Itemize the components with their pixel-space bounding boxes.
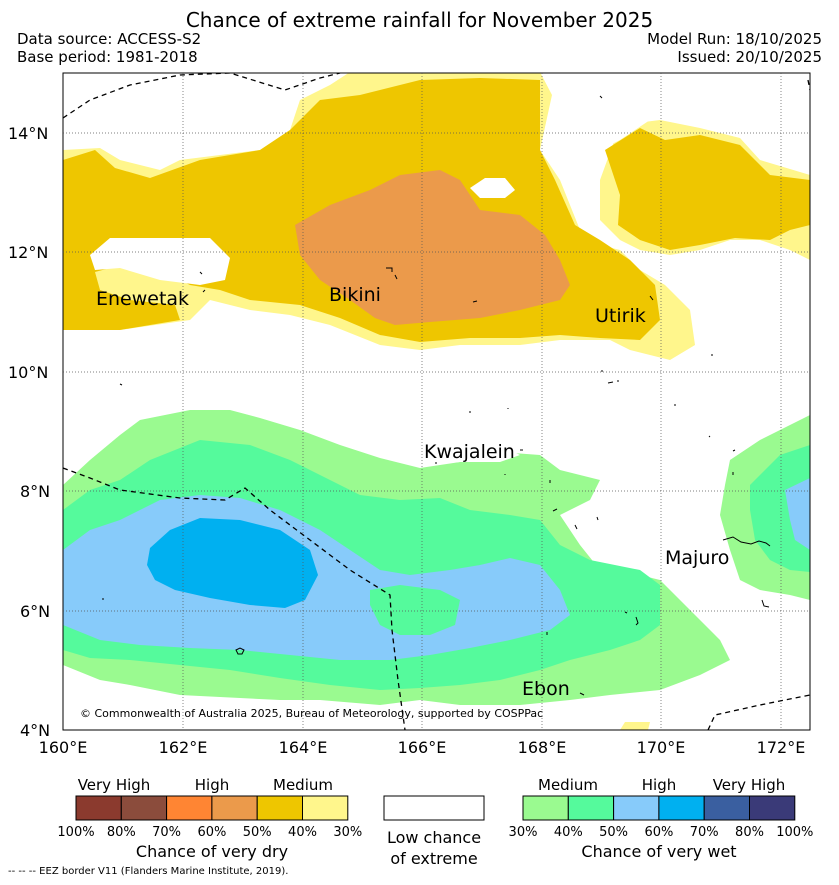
wet-tick-label: 80% [735,825,764,840]
dry-colorbar-swatch [211,795,258,821]
lat-label: 10°N [8,363,48,382]
dry-tick-label: 80% [107,825,136,840]
wet-tick-label: 70% [690,825,719,840]
low-chance-swatch [383,795,485,821]
lon-label: 170°E [637,738,686,757]
map-regions [63,73,810,730]
dry-header-very-high: Very High [78,776,151,794]
dry-medium-right [605,128,810,250]
dry-medium-bottom [620,722,650,730]
dry-colorbar-swatch [166,795,213,821]
lat-label: 12°N [8,243,48,262]
wet-colorbar [522,795,796,821]
place-majuro: Majuro [665,547,729,569]
lat-label: 4°N [20,721,50,740]
dry-tick-label: 100% [57,825,94,840]
model-run: Model Run: 18/10/2025 [647,30,822,48]
place-kwajalein: Kwajalein [424,441,515,463]
lon-label: 166°E [398,738,447,757]
wet-colorbar-swatch [658,795,705,821]
place-ebon: Ebon [522,678,570,700]
wet-tick-label: 60% [644,825,673,840]
low-chance-line2: of extreme [390,849,477,868]
issued-date: Issued: 20/10/2025 [677,48,822,66]
dry-colorbar-swatch [302,795,349,821]
low-chance-line1: Low chance [387,828,481,847]
wet-colorbar-swatch [703,795,751,821]
base-period: Base period: 1981-2018 [17,48,198,66]
dry-tick-label: 70% [152,825,181,840]
eez-borders [63,73,810,730]
wet-colorbar-swatch [749,795,796,821]
dry-header-high: High [195,776,229,794]
lat-label: 14°N [8,124,48,143]
dry-colorbar-swatch [120,795,168,821]
dry-header-medium: Medium [273,776,333,794]
wet-tick-labels: 30% 40% 50% 60% 70% 80% 100% [509,825,814,840]
legend-wet: Medium High Very High 30% 40% 50% 60% 70% 80%… [509,776,814,861]
wet-green-mid [370,585,460,635]
wet-high-60-right [785,478,810,550]
wet-high-50-right [750,445,810,572]
wet-very-high [147,518,318,608]
wet-header-very-high: Very High [713,776,786,794]
dry-high [295,170,570,325]
dry-legend-title: Chance of very dry [136,842,288,861]
low-patch-ne [585,95,650,150]
dry-colorbar-swatch [256,795,304,821]
lon-label: 162°E [159,738,208,757]
lat-label: 6°N [20,602,50,621]
place-utirik: Utirik [595,305,646,327]
legend-low-chance: Low chance of extreme [383,795,485,868]
wet-colorbar-swatch [522,795,569,821]
wet-legend-title: Chance of very wet [581,842,736,861]
wet-header-medium: Medium [538,776,598,794]
wet-tick-label: 30% [509,825,538,840]
latitude-labels: 14°N 12°N 10°N 8°N 6°N 4°N [8,124,50,740]
legend-dry: Very High High Medium 100% 80% 70% 60% 50% 40… [57,776,362,861]
longitude-labels: 160°E 162°E 164°E 166°E 168°E 170°E 172°… [39,738,806,757]
lon-label: 160°E [39,738,88,757]
eez-border-note: -- -- -- EEZ border V11 (Flanders Marine… [8,866,289,877]
dry-tick-label: 40% [288,825,317,840]
low-patch-kwajalein [420,440,520,465]
copyright-note: © Commonwealth of Australia 2025, Bureau… [80,707,543,720]
dry-colorbar-swatch [75,795,122,821]
lon-label: 172°E [757,738,806,757]
lon-label: 164°E [279,738,328,757]
wet-header-high: High [642,776,676,794]
data-source: Data source: ACCESS-S2 [17,30,202,48]
lon-label: 168°E [518,738,567,757]
wet-colorbar-swatch [613,795,660,821]
dry-tick-labels: 100% 80% 70% 60% 50% 40% 30% [57,825,362,840]
wet-tick-label: 100% [776,825,813,840]
chart-title: Chance of extreme rainfall for November … [185,8,654,32]
wet-colorbar-swatch [567,795,615,821]
dry-colorbar [75,795,349,821]
islands [102,95,771,696]
place-enewetak: Enewetak [96,288,189,310]
plot-frame [62,72,811,731]
dry-tick-label: 60% [197,825,226,840]
dry-tick-label: 50% [243,825,272,840]
low-patch-n [470,178,515,198]
dry-tick-label: 30% [333,825,362,840]
place-bikini: Bikini [329,284,381,306]
wet-low-gap [450,480,520,510]
low-patch-enewetak [90,238,230,285]
wet-tick-label: 50% [599,825,628,840]
lat-label: 8°N [20,482,50,501]
wet-tick-label: 40% [554,825,583,840]
